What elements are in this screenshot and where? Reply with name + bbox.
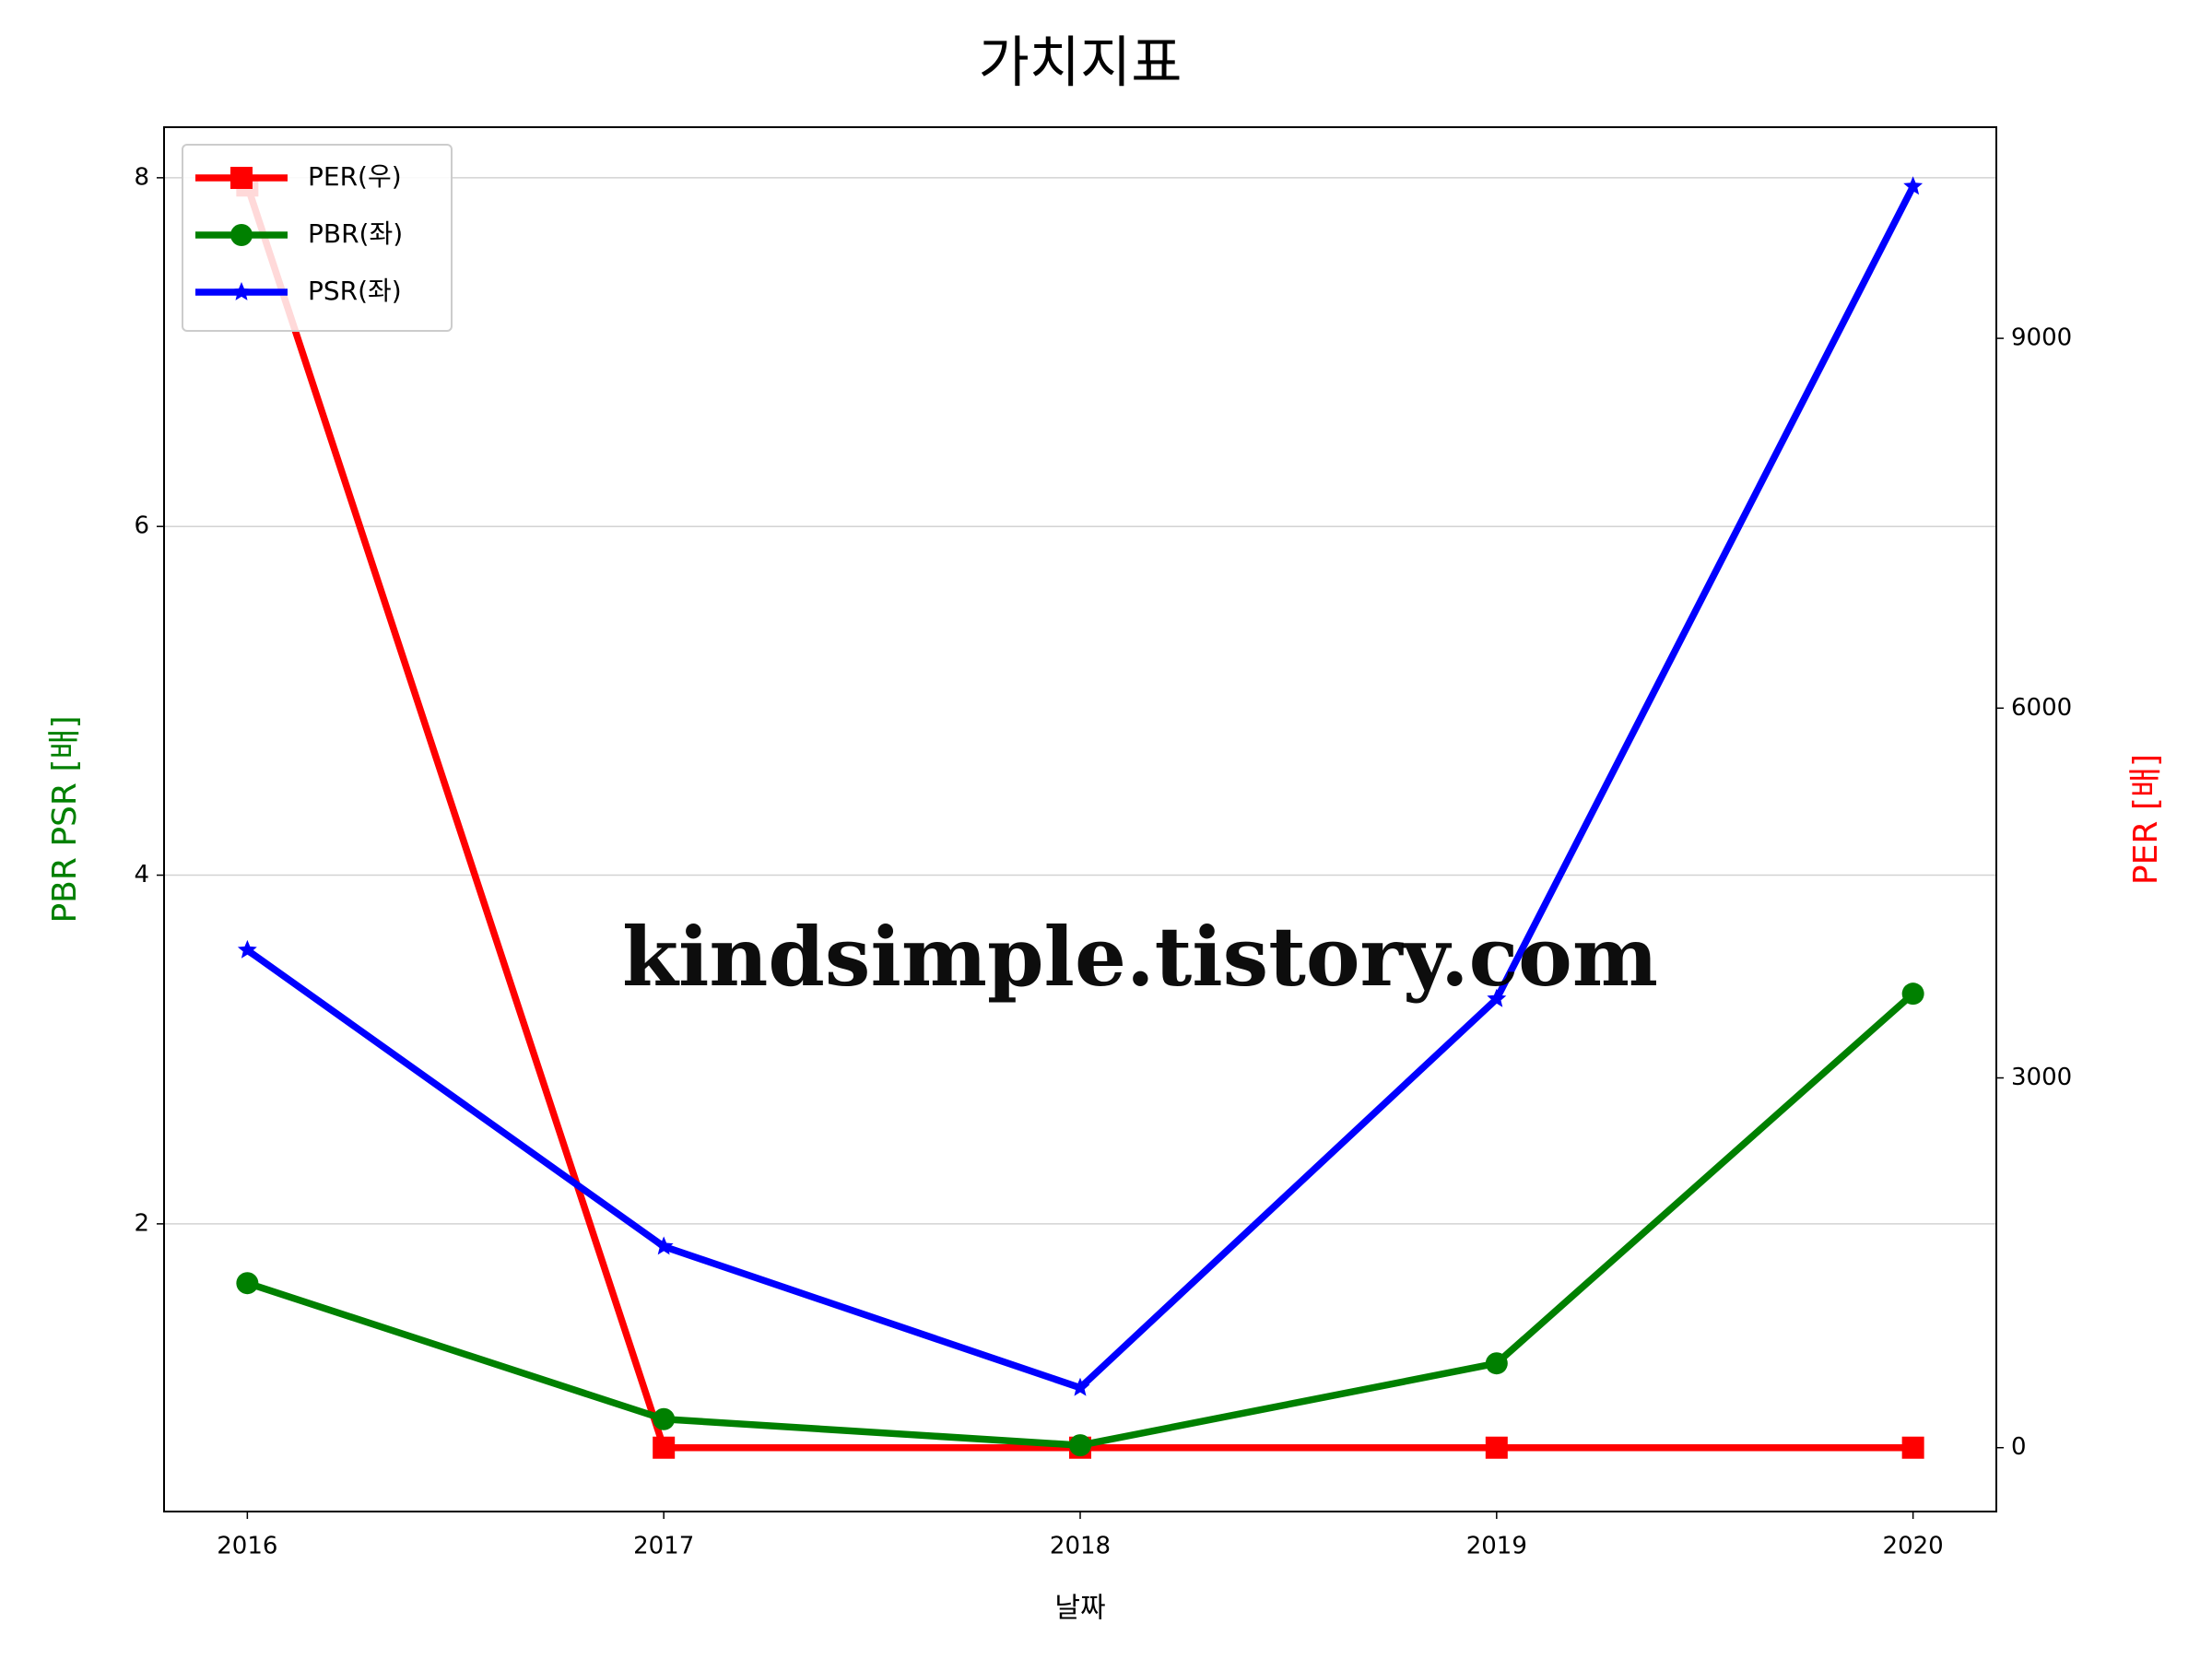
series-line: [246, 991, 1916, 1449]
y2-tick-label: 9000: [2011, 324, 2072, 352]
marker: [236, 1272, 259, 1295]
marker: [1901, 1436, 1924, 1459]
plot-frame: [163, 126, 1997, 1512]
series-line: [243, 184, 1913, 1452]
legend-marker: [230, 167, 253, 189]
legend-box: [182, 144, 453, 332]
legend-label: PBR(좌): [308, 218, 403, 249]
y2-tick-label: 3000: [2011, 1064, 2072, 1091]
x-axis-label: 날짜: [1054, 1593, 1105, 1625]
x-tick-label: 2020: [1883, 1533, 1944, 1560]
marker: [1069, 1434, 1091, 1457]
chart-title: 가치지표: [979, 31, 1182, 96]
marker: [1487, 988, 1507, 1007]
y-tick-label: 2: [134, 1209, 149, 1237]
x-tick-label: 2017: [633, 1533, 694, 1560]
marker: [653, 1436, 676, 1459]
legend-label: PER(우): [308, 161, 402, 192]
marker: [653, 1407, 676, 1430]
y-tick-label: 6: [134, 512, 149, 540]
marker: [237, 939, 257, 959]
marker: [1485, 1352, 1508, 1375]
watermark: kindsimple.tistory.com: [622, 909, 1658, 1005]
marker: [1485, 1436, 1508, 1459]
y2-axis-label: PER [배]: [2127, 754, 2165, 885]
marker: [1903, 176, 1924, 195]
x-tick-label: 2016: [217, 1533, 277, 1560]
marker: [653, 1236, 674, 1255]
marker: [1901, 982, 1924, 1006]
x-tick-label: 2019: [1466, 1533, 1527, 1560]
series-line: [245, 184, 1916, 1392]
y-tick-label: 8: [134, 163, 149, 191]
y-axis-label: PBR PSR [배]: [46, 715, 84, 923]
y2-tick-label: 6000: [2011, 694, 2072, 722]
y-tick-label: 4: [134, 861, 149, 888]
x-tick-label: 2018: [1050, 1533, 1111, 1560]
legend-marker: [231, 282, 252, 300]
marker: [1070, 1377, 1090, 1396]
legend-label: PSR(좌): [308, 276, 402, 306]
legend-marker: [230, 224, 253, 246]
y2-tick-label: 0: [2011, 1433, 2027, 1461]
